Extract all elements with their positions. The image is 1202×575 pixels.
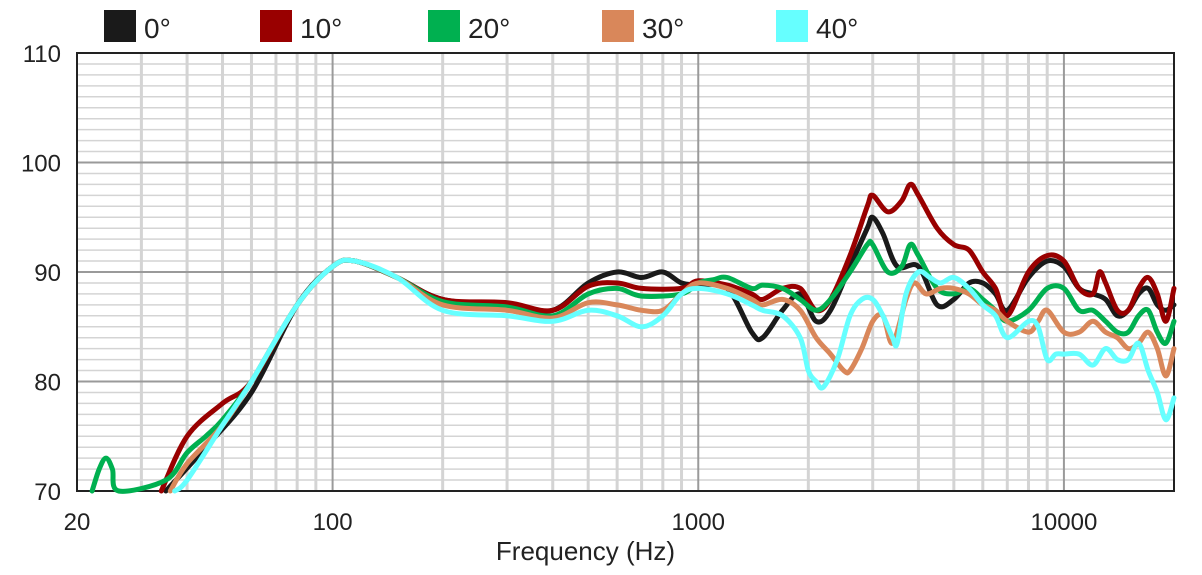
legend-swatch: [776, 10, 808, 42]
series-line-2: [89, 238, 1177, 494]
y-tick-labels: 70 80 90 100 110: [21, 41, 61, 506]
x-tick-labels: 20 100 1000 10000: [64, 509, 1098, 536]
legend: 0° 10° 20° 30° 40°: [104, 10, 858, 44]
legend-item-0: 0°: [104, 10, 171, 44]
legend-label: 20°: [468, 13, 510, 44]
y-tick-label: 70: [34, 479, 61, 506]
plot-frame: [76, 52, 1175, 492]
series-layer: [89, 181, 1177, 494]
series-line-4: [172, 257, 1177, 494]
legend-item-1: 10°: [260, 10, 342, 44]
x-tick-label: 100: [313, 509, 353, 536]
x-axis-title: Frequency (Hz): [496, 536, 675, 566]
series-line-3: [167, 257, 1177, 494]
x-tick-label: 10000: [1031, 509, 1098, 536]
legend-label: 0°: [144, 13, 171, 44]
y-tick-label: 100: [21, 151, 61, 178]
x-tick-label: 20: [64, 509, 91, 536]
legend-swatch: [428, 10, 460, 42]
legend-label: 40°: [816, 13, 858, 44]
y-tick-label: 90: [34, 260, 61, 287]
y-tick-label: 110: [23, 41, 61, 68]
legend-swatch: [602, 10, 634, 42]
y-tick-label: 80: [34, 370, 61, 397]
legend-label: 30°: [642, 13, 684, 44]
legend-item-2: 20°: [428, 10, 510, 44]
legend-swatch: [104, 10, 136, 42]
x-tick-label: 1000: [672, 509, 725, 536]
legend-item-3: 30°: [602, 10, 684, 44]
legend-swatch: [260, 10, 292, 42]
legend-label: 10°: [300, 13, 342, 44]
legend-item-4: 40°: [776, 10, 858, 44]
